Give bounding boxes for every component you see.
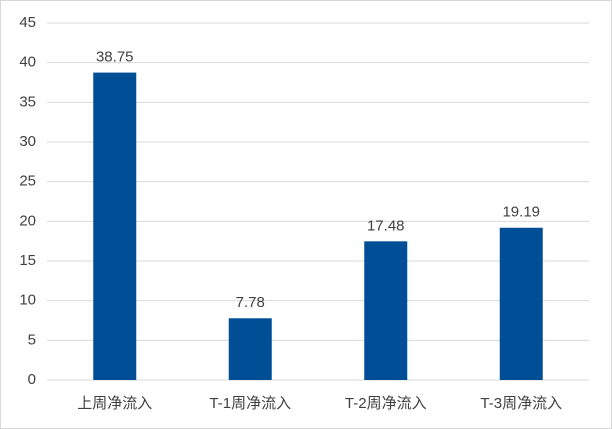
bar: [499, 227, 543, 380]
y-tick-label: 30: [19, 133, 36, 150]
bar: [93, 72, 137, 380]
data-label: 17.48: [367, 217, 405, 234]
x-tick-label: T-3周净流入: [480, 395, 562, 412]
data-label: 7.78: [236, 294, 265, 311]
x-tick-label: 上周净流入: [77, 395, 152, 412]
y-tick-label: 5: [28, 331, 36, 348]
data-label: 38.75: [96, 49, 134, 66]
y-tick-label: 20: [19, 212, 36, 229]
y-tick-label: 35: [19, 93, 36, 110]
bar: [228, 318, 272, 380]
y-tick-label: 15: [19, 252, 36, 269]
data-label: 19.19: [502, 204, 540, 221]
y-tick-label: 0: [28, 371, 36, 388]
y-tick-label: 25: [19, 173, 36, 190]
y-tick-label: 45: [19, 14, 36, 31]
y-tick-label: 40: [19, 54, 36, 71]
x-tick-label: T-2周净流入: [345, 395, 427, 412]
y-tick-label: 10: [19, 292, 36, 309]
x-tick-label: T-1周净流入: [209, 395, 291, 412]
bar: [364, 241, 408, 380]
